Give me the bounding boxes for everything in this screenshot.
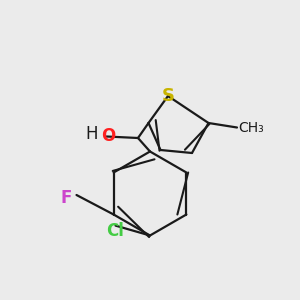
Text: H: H	[86, 125, 98, 143]
Text: Cl: Cl	[106, 222, 124, 240]
Text: CH₃: CH₃	[238, 121, 264, 134]
Text: S: S	[161, 87, 175, 105]
Text: O: O	[101, 127, 115, 145]
Text: F: F	[61, 189, 72, 207]
